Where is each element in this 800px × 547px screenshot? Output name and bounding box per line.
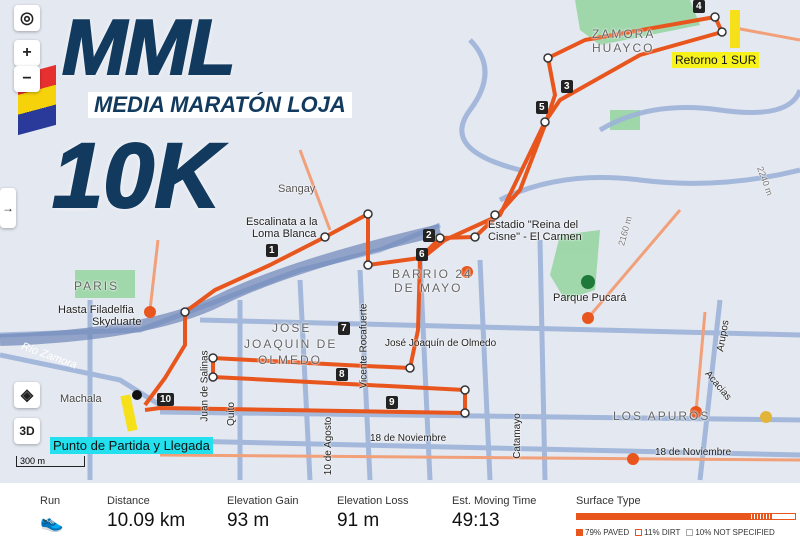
label-jose-2: JOAQUIN DE — [244, 337, 338, 351]
km-marker-2[interactable]: 2 — [423, 229, 435, 242]
km-marker-10[interactable]: 10 — [157, 393, 175, 406]
label-rocafuerte: Vicente Rocafuerte — [358, 303, 370, 389]
label-estadio-1: Estadio "Reina del — [488, 219, 579, 231]
zoom-in-button[interactable]: + — [14, 40, 40, 66]
label-hasta-2: Skyduarte — [92, 316, 142, 328]
label-machala: Machala — [60, 393, 102, 405]
label-agosto: 10 de Agosto — [323, 416, 335, 476]
label-olmedo-street: José Joaquín de Olmedo — [385, 338, 497, 349]
km-marker-3[interactable]: 3 — [561, 80, 573, 93]
km-marker-9[interactable]: 9 — [386, 396, 398, 409]
km-marker-4[interactable]: 4 — [693, 0, 705, 13]
surface-type-label: Surface Type — [576, 495, 641, 507]
elevation-loss-label: Elevation Loss — [337, 495, 409, 507]
route-line — [143, 15, 724, 415]
locate-icon: ◎ — [20, 10, 34, 27]
surface-bar-unspecified — [773, 514, 795, 519]
label-nov-2: 18 de Noviembre — [655, 447, 732, 458]
start-pin-icon — [132, 390, 142, 400]
label-loma: Loma Blanca — [252, 228, 317, 240]
map[interactable]: MML MEDIA MARATÓN LOJA 10K ◎ + − → ◈ 3D … — [0, 0, 800, 483]
distance-value: 10.09 km — [107, 510, 186, 531]
km-marker-5[interactable]: 5 — [536, 101, 548, 114]
layers-icon: ◈ — [20, 387, 34, 404]
park-paris — [75, 270, 135, 298]
star-icon — [760, 411, 772, 423]
label-estadio-2: Cisne" - El Carmen — [488, 231, 582, 243]
park-area — [575, 0, 700, 45]
label-catamayo: Catamayo — [511, 413, 523, 459]
dirt-swatch-icon — [635, 529, 643, 537]
legend-paved: 79% PAVED — [585, 528, 630, 537]
elevation-loss-value: 91 m — [337, 510, 380, 531]
surface-bar — [576, 513, 796, 520]
elevation-gain-value: 93 m — [227, 510, 270, 531]
label-hasta-1: Hasta Filadelfia — [58, 304, 134, 316]
label-nov-1: 18 de Noviembre — [370, 433, 447, 444]
label-huayco: HUAYCO — [592, 41, 655, 55]
logo-distance: 10K — [51, 125, 222, 227]
label-escalinata: Escalinata a la — [246, 216, 318, 228]
retorno-tag: Retorno 1 SUR — [672, 52, 760, 68]
scale-bar: 300 m — [16, 456, 85, 467]
label-zamora: ZAMORA — [592, 27, 656, 41]
paved-swatch-icon — [576, 529, 583, 537]
start-tag: Punto de Partida y Llegada — [50, 437, 213, 454]
route-waypoints — [180, 12, 727, 418]
map-canvas — [0, 0, 800, 481]
finish-flag-icon — [120, 10, 740, 432]
locate-button[interactable]: ◎ — [14, 5, 40, 31]
label-salinas: Juan de Salinas — [199, 350, 211, 422]
label-barrio-1: BARRIO 24 — [392, 267, 473, 281]
km-marker-7[interactable]: 7 — [338, 322, 350, 335]
trailhead-icons — [144, 266, 702, 465]
route-stats-bar: Run 👟 Distance 10.09 km Elevation Gain 93 … — [0, 483, 800, 547]
zoom-out-button[interactable]: − — [14, 66, 40, 92]
label-paris: PARIS — [74, 279, 120, 293]
km-marker-8[interactable]: 8 — [336, 368, 348, 381]
label-sangay: Sangay — [278, 183, 316, 195]
unspecified-swatch-icon — [686, 529, 694, 537]
elevation-gain-label: Elevation Gain — [227, 495, 299, 507]
logo-title: MML — [61, 3, 237, 91]
moving-time-value: 49:13 — [452, 510, 500, 531]
label-quito: Quito — [225, 402, 237, 426]
km-marker-1[interactable]: 1 — [266, 244, 278, 257]
label-apuros: LOS APUROS — [613, 409, 711, 423]
river-zamora — [0, 224, 442, 346]
layers-button[interactable]: ◈ — [14, 382, 40, 408]
distance-label: Distance — [107, 495, 150, 507]
shoe-icon: 👟 — [40, 512, 64, 533]
label-pucara: Parque Pucará — [553, 292, 627, 304]
moving-time-label: Est. Moving Time — [452, 495, 537, 507]
label-jose-3: OLMEDO — [258, 353, 323, 367]
surface-bar-dirt — [749, 514, 774, 519]
km-marker-6[interactable]: 6 — [416, 248, 428, 261]
logo-subtitle: MEDIA MARATÓN LOJA — [88, 92, 352, 118]
expand-button[interactable]: → — [0, 188, 16, 228]
label-barrio-2: DE MAYO — [394, 281, 463, 295]
trails — [148, 26, 800, 462]
legend-dirt: 11% DIRT — [644, 528, 681, 537]
label-jose-1: JOSE — [272, 321, 312, 335]
park-icon — [581, 275, 595, 289]
activity-label: Run — [40, 495, 61, 507]
surface-bar-paved — [577, 514, 750, 519]
legend-unspecified: 10% NOT SPECIFIED — [695, 528, 775, 537]
3d-button[interactable]: 3D — [14, 418, 40, 444]
